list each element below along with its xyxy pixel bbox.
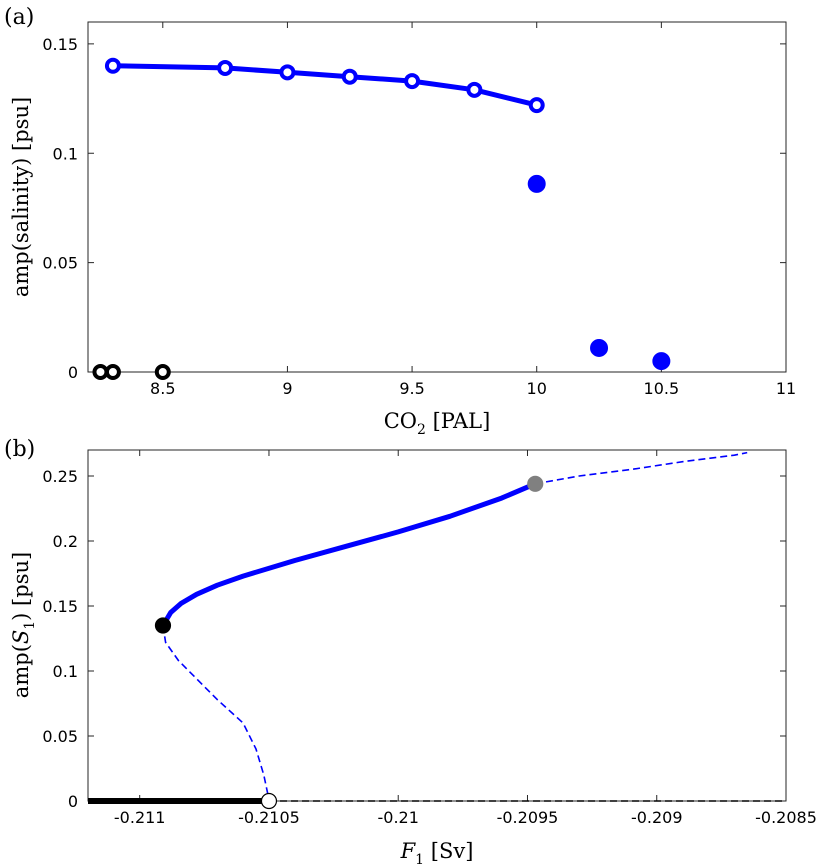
x-tick-label: 10 [527, 379, 547, 398]
data-point [527, 174, 546, 193]
y-tick-label: 0.1 [53, 144, 78, 163]
data-point [279, 64, 296, 81]
panel-a-xlabel: CO2 [PAL] [384, 409, 491, 438]
x-tick-label: -0.2095 [497, 808, 559, 827]
series-line-1 [535, 451, 748, 485]
panel-b-label: (b) [4, 437, 35, 462]
data-point [104, 57, 121, 74]
series-line-2 [162, 625, 270, 800]
data-point [217, 59, 234, 76]
y-tick-label: 0 [68, 363, 78, 382]
panel-b-points [154, 475, 544, 810]
y-tick-label: 0 [68, 792, 78, 811]
panel-b: (b) -0.211 -0.2105 -0.21 -0.2095 -0.209 -0.20… [4, 437, 817, 868]
x-tick-label: 9 [282, 379, 292, 398]
y-tick-label: 0.15 [42, 597, 78, 616]
data-point [341, 68, 358, 85]
data-point [590, 338, 609, 357]
panel-a-series [92, 57, 671, 380]
x-tick-label: 8.5 [150, 379, 175, 398]
bifurcation-point [260, 792, 278, 810]
y-tick-label: 0.1 [53, 662, 78, 681]
panel-b-x-ticks: -0.211 -0.2105 -0.21 -0.2095 -0.209 -0.2085 [114, 450, 817, 827]
y-tick-label: 0.15 [42, 35, 78, 54]
data-point [652, 352, 671, 371]
panel-b-y-ticks: 0 0.05 0.1 0.15 0.2 0.25 [42, 467, 786, 811]
y-tick-label: 0.25 [42, 467, 78, 486]
bifurcation-point [154, 617, 172, 634]
panel-a-x-ticks: 8.5 9 9.5 10 10.5 11 [150, 22, 796, 398]
panel-b-ylabel: amp(S1) [psu] [9, 552, 38, 698]
data-point [154, 364, 171, 380]
x-tick-label: -0.2085 [755, 808, 817, 827]
x-tick-label: 10.5 [644, 379, 680, 398]
bifurcation-point [527, 475, 544, 492]
data-point [104, 364, 121, 380]
x-tick-label: -0.211 [114, 808, 166, 827]
data-point [528, 97, 545, 114]
x-tick-label: -0.209 [631, 808, 683, 827]
panel-a-label: (a) [4, 5, 34, 30]
data-point [404, 73, 421, 90]
data-point [466, 81, 483, 98]
data-point [92, 364, 109, 380]
panel-a-y-ticks: 0 0.05 0.1 0.15 [42, 35, 786, 382]
x-tick-label: -0.21 [378, 808, 419, 827]
x-tick-label: 9.5 [399, 379, 424, 398]
panel-b-xlabel: F1 [Sv] [400, 839, 474, 868]
y-tick-label: 0.05 [42, 727, 78, 746]
x-tick-label: 11 [776, 379, 796, 398]
series-line-0 [160, 481, 537, 627]
panel-a-plot-area [87, 21, 787, 373]
y-tick-label: 0.2 [53, 532, 78, 551]
panel-b-plot-area [87, 449, 787, 802]
y-tick-label: 0.05 [42, 254, 78, 273]
panel-b-series [88, 451, 786, 804]
panel-a-ylabel: amp(salinity) [psu] [9, 97, 33, 297]
x-tick-label: -0.2105 [238, 808, 300, 827]
panel-a: (a) 8.5 9 9.5 10 10.5 11 0 0.05 0.1 0.15 CO2 [PA… [4, 5, 796, 438]
